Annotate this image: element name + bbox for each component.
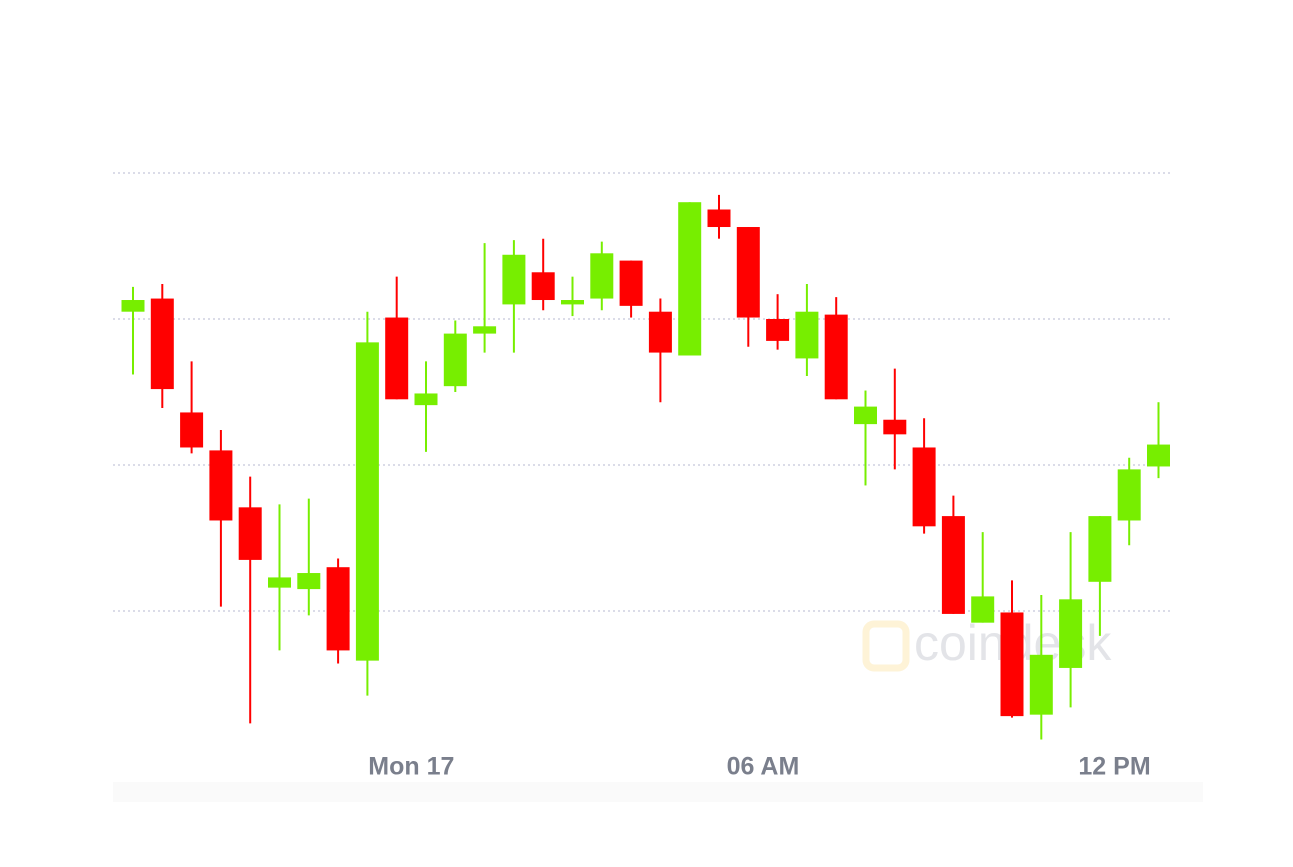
candle-body xyxy=(238,507,262,560)
candle-body xyxy=(766,319,790,341)
candle-body xyxy=(883,419,907,435)
x-tick-label: Mon 17 xyxy=(368,753,454,781)
candle-body xyxy=(1029,654,1053,715)
candle-body xyxy=(619,260,643,306)
candle-body xyxy=(121,300,145,312)
candle-body xyxy=(150,298,174,390)
candle-body xyxy=(297,573,321,590)
candle-body xyxy=(355,342,379,661)
candle-body xyxy=(473,326,497,334)
candle-body xyxy=(209,450,233,521)
candle-body xyxy=(707,209,731,228)
candle-body xyxy=(414,393,438,406)
candle-body xyxy=(443,333,467,387)
candle-body xyxy=(941,516,965,614)
x-tick-label: 06 AM xyxy=(727,753,800,781)
candle-body xyxy=(648,311,672,353)
candle-body xyxy=(1059,599,1083,668)
candle-body xyxy=(912,447,936,527)
candle-body xyxy=(1000,612,1024,717)
candle-body xyxy=(1088,516,1112,582)
candle-body xyxy=(590,253,614,299)
candle-body xyxy=(854,406,877,425)
candle-body xyxy=(502,254,526,305)
candle-body xyxy=(326,567,350,651)
axis-band xyxy=(113,782,1203,802)
candle-body xyxy=(531,272,555,301)
candle-body xyxy=(561,300,584,305)
candle-body xyxy=(268,577,291,588)
candle-body xyxy=(385,317,409,400)
watermark-logo xyxy=(862,620,910,672)
candle-body xyxy=(824,314,848,400)
candle-body xyxy=(971,596,995,623)
candle-body xyxy=(1147,444,1170,467)
candle-body xyxy=(795,311,819,359)
candle-body xyxy=(736,227,760,318)
candle-body xyxy=(1117,469,1141,521)
x-tick-label: 12 PM xyxy=(1078,753,1150,781)
candle-body xyxy=(180,412,204,448)
candle-body xyxy=(678,202,702,356)
